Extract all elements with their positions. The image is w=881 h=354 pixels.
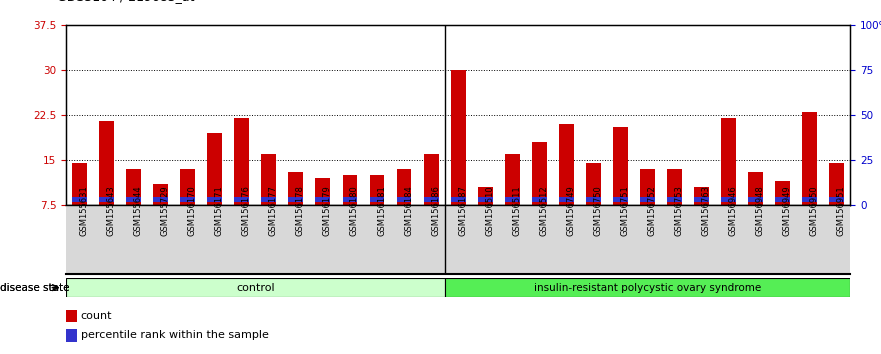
Bar: [505, 154, 520, 205]
Text: GSM156950: GSM156950: [810, 185, 818, 236]
Bar: [288, 198, 303, 202]
Text: GSM156752: GSM156752: [648, 185, 656, 236]
Text: insulin-resistant polycystic ovary syndrome: insulin-resistant polycystic ovary syndr…: [534, 282, 761, 293]
Text: GSM156171: GSM156171: [215, 185, 224, 236]
Bar: [343, 175, 358, 205]
Bar: [803, 198, 817, 202]
Bar: [613, 198, 628, 202]
Text: GSM156176: GSM156176: [241, 185, 251, 236]
Bar: [315, 178, 330, 205]
Text: percentile rank within the sample: percentile rank within the sample: [81, 330, 269, 341]
Bar: [396, 169, 411, 205]
Text: GSM155643: GSM155643: [107, 185, 115, 236]
Text: GSM156170: GSM156170: [188, 185, 196, 236]
Bar: [72, 198, 87, 202]
Text: GSM156948: GSM156948: [756, 185, 765, 236]
Text: GSM156179: GSM156179: [323, 185, 332, 236]
Bar: [396, 198, 411, 202]
Text: GSM155631: GSM155631: [79, 185, 89, 236]
Bar: [100, 121, 114, 205]
Bar: [451, 198, 465, 202]
Bar: [478, 198, 492, 202]
Bar: [424, 154, 439, 205]
Bar: [451, 70, 465, 205]
Bar: [532, 142, 547, 205]
Text: disease state: disease state: [0, 282, 70, 293]
Text: GSM156749: GSM156749: [566, 185, 575, 236]
Bar: [100, 198, 114, 202]
Text: GSM156181: GSM156181: [377, 185, 386, 236]
Text: GSM156949: GSM156949: [782, 185, 791, 236]
Text: GSM156178: GSM156178: [296, 185, 305, 236]
Bar: [288, 172, 303, 205]
Bar: [694, 187, 709, 205]
Bar: [586, 163, 601, 205]
Text: GSM156187: GSM156187: [458, 185, 467, 236]
Bar: [775, 181, 790, 205]
Bar: [721, 198, 736, 202]
Bar: [207, 198, 222, 202]
Bar: [775, 198, 790, 202]
Text: GSM156186: GSM156186: [431, 185, 440, 236]
Bar: [369, 175, 384, 205]
Bar: [234, 118, 249, 205]
Bar: [559, 124, 574, 205]
Bar: [66, 310, 77, 322]
Bar: [505, 198, 520, 202]
Bar: [153, 198, 168, 202]
Text: GSM156510: GSM156510: [485, 185, 494, 236]
Bar: [721, 118, 736, 205]
Bar: [72, 163, 87, 205]
Text: GSM156750: GSM156750: [593, 185, 603, 236]
Text: GSM156184: GSM156184: [404, 185, 413, 236]
Bar: [126, 169, 141, 205]
Bar: [315, 198, 330, 202]
Bar: [667, 169, 682, 205]
Bar: [829, 198, 844, 202]
Bar: [532, 198, 547, 202]
Bar: [694, 198, 709, 202]
Bar: [181, 169, 196, 205]
Text: GSM156763: GSM156763: [701, 185, 710, 236]
Bar: [445, 278, 850, 297]
Text: control: control: [236, 282, 275, 293]
Bar: [126, 198, 141, 202]
Bar: [262, 154, 277, 205]
Bar: [262, 198, 277, 202]
Bar: [640, 169, 655, 205]
Bar: [748, 172, 763, 205]
Bar: [803, 112, 817, 205]
Text: GSM156512: GSM156512: [539, 185, 548, 236]
Bar: [424, 198, 439, 202]
Text: GSM155729: GSM155729: [160, 185, 170, 236]
Bar: [478, 187, 492, 205]
Text: disease state: disease state: [0, 282, 70, 293]
Bar: [343, 198, 358, 202]
Text: GSM156751: GSM156751: [620, 185, 629, 236]
Text: GSM156946: GSM156946: [729, 185, 737, 236]
Bar: [66, 278, 445, 297]
Text: GSM156753: GSM156753: [675, 185, 684, 236]
Bar: [66, 329, 77, 342]
Bar: [829, 163, 844, 205]
Bar: [153, 184, 168, 205]
Text: GDS3104 / 219683_at: GDS3104 / 219683_at: [57, 0, 195, 3]
Text: GSM155644: GSM155644: [134, 185, 143, 236]
Bar: [667, 198, 682, 202]
Bar: [586, 198, 601, 202]
Bar: [640, 198, 655, 202]
Text: GSM156180: GSM156180: [350, 185, 359, 236]
Bar: [369, 198, 384, 202]
Bar: [234, 198, 249, 202]
Text: count: count: [81, 311, 112, 321]
Bar: [613, 127, 628, 205]
Bar: [559, 198, 574, 202]
Text: GSM156951: GSM156951: [837, 185, 846, 236]
Bar: [207, 133, 222, 205]
Text: GSM156177: GSM156177: [269, 185, 278, 236]
Bar: [748, 198, 763, 202]
Bar: [181, 198, 196, 202]
Text: GSM156511: GSM156511: [512, 185, 522, 236]
